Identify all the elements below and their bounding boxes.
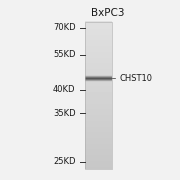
Text: CHST10: CHST10 [120, 74, 153, 83]
Text: 35KD: 35KD [53, 109, 76, 118]
Text: BxPC3: BxPC3 [91, 8, 125, 18]
Text: 55KD: 55KD [53, 50, 76, 59]
Text: 40KD: 40KD [53, 86, 76, 94]
Bar [85, 22, 112, 169]
Text: 70KD: 70KD [53, 23, 76, 32]
Text: 25KD: 25KD [53, 158, 76, 166]
